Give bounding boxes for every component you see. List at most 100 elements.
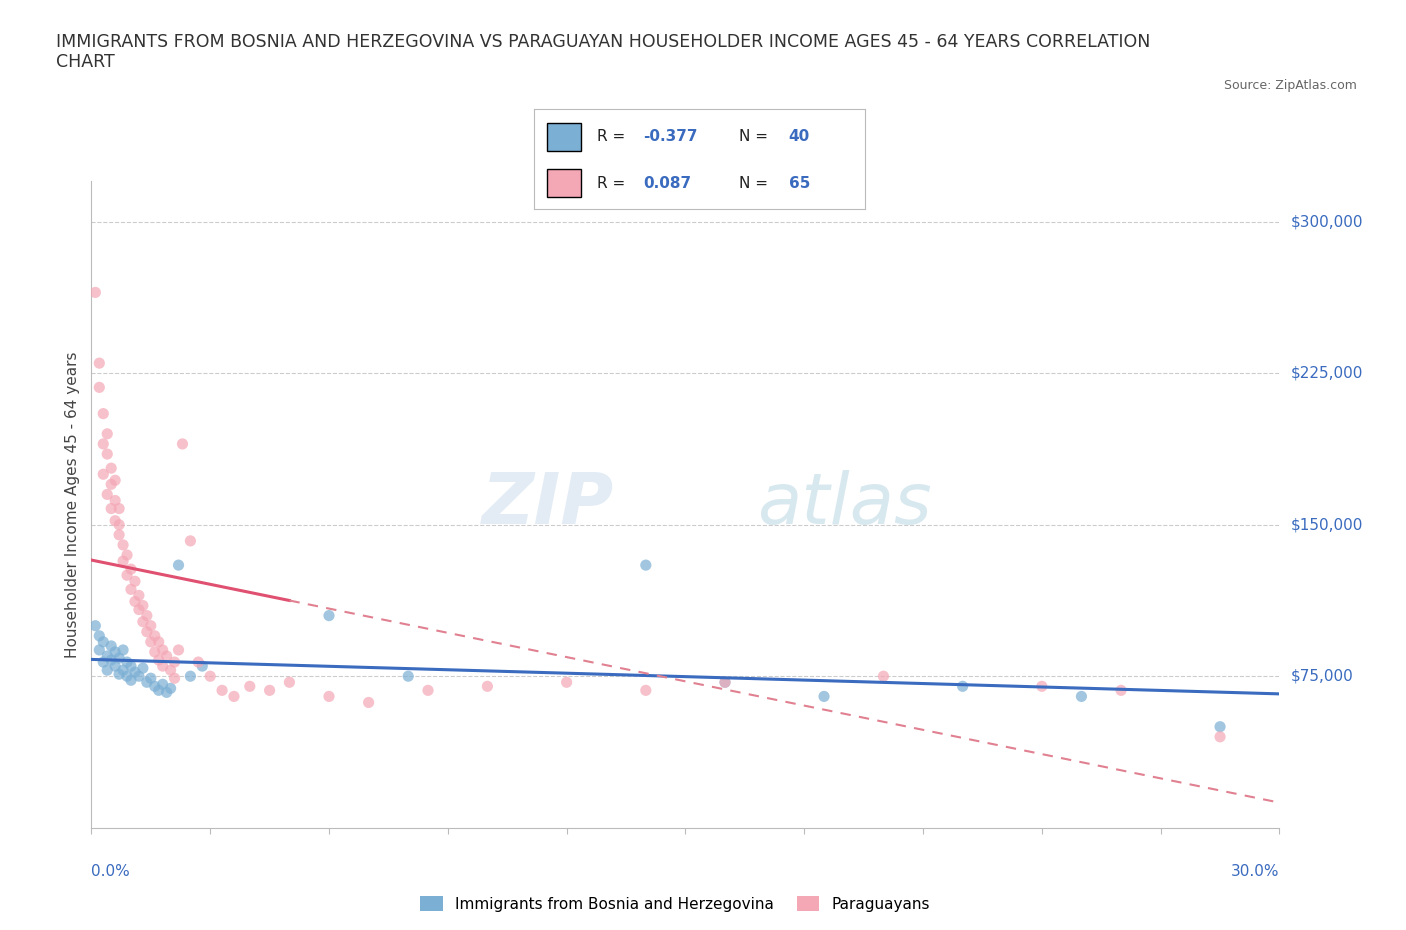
Point xyxy=(100,460,122,475)
Point xyxy=(187,655,209,670)
Point xyxy=(1031,679,1053,694)
Point xyxy=(1209,729,1232,744)
Point xyxy=(89,355,111,370)
Point xyxy=(112,553,135,568)
Point xyxy=(167,643,190,658)
Point xyxy=(239,679,262,694)
Point xyxy=(872,669,894,684)
Point xyxy=(1070,689,1092,704)
Point xyxy=(112,663,135,678)
Text: $225,000: $225,000 xyxy=(1291,365,1362,380)
Point xyxy=(167,558,190,573)
Point xyxy=(120,658,142,673)
Point xyxy=(159,681,181,696)
Point xyxy=(211,683,233,698)
Point xyxy=(135,608,157,623)
Point xyxy=(115,568,138,583)
Point xyxy=(135,624,157,639)
Point xyxy=(108,517,131,532)
Point xyxy=(318,608,340,623)
Point xyxy=(115,548,138,563)
Text: Source: ZipAtlas.com: Source: ZipAtlas.com xyxy=(1223,79,1357,92)
Point xyxy=(108,501,131,516)
Point xyxy=(108,667,131,682)
Point xyxy=(89,380,111,395)
Point xyxy=(112,643,135,658)
Point xyxy=(112,538,135,552)
Text: R =: R = xyxy=(598,129,626,144)
Point xyxy=(156,684,179,699)
Point xyxy=(124,574,146,589)
Point xyxy=(148,634,170,649)
Point xyxy=(84,618,107,633)
FancyBboxPatch shape xyxy=(547,169,581,197)
Text: N =: N = xyxy=(740,129,768,144)
Point xyxy=(278,675,301,690)
Point xyxy=(96,487,118,502)
Point xyxy=(259,683,281,698)
Point xyxy=(357,695,380,710)
Point xyxy=(143,629,166,644)
Point xyxy=(96,426,118,441)
Point xyxy=(634,558,657,573)
Point xyxy=(120,562,142,577)
Point xyxy=(634,683,657,698)
Text: 0.087: 0.087 xyxy=(644,176,692,191)
FancyBboxPatch shape xyxy=(547,123,581,151)
Point xyxy=(96,663,118,678)
Text: R =: R = xyxy=(598,176,626,191)
Point xyxy=(84,285,107,299)
Y-axis label: Householder Income Ages 45 - 64 years: Householder Income Ages 45 - 64 years xyxy=(65,352,80,658)
Point xyxy=(139,618,162,633)
Point xyxy=(163,671,186,685)
Point xyxy=(115,669,138,684)
Point xyxy=(148,683,170,698)
Point xyxy=(124,665,146,680)
Point xyxy=(813,689,835,704)
Point xyxy=(191,658,214,673)
Point xyxy=(952,679,974,694)
Point xyxy=(100,639,122,654)
Point xyxy=(139,634,162,649)
Point xyxy=(318,689,340,704)
Point xyxy=(714,675,737,690)
Point xyxy=(100,501,122,516)
Text: $75,000: $75,000 xyxy=(1291,669,1354,684)
Point xyxy=(156,648,179,663)
Point xyxy=(555,675,578,690)
Text: 30.0%: 30.0% xyxy=(1232,864,1279,879)
Point xyxy=(96,446,118,461)
Text: $300,000: $300,000 xyxy=(1291,214,1362,230)
Point xyxy=(159,663,181,678)
Point xyxy=(96,648,118,663)
Point xyxy=(200,669,222,684)
Point xyxy=(148,653,170,668)
Point xyxy=(143,679,166,694)
Point xyxy=(104,493,127,508)
Point xyxy=(89,629,111,644)
Point xyxy=(104,644,127,659)
Point xyxy=(128,588,150,603)
Text: 0.0%: 0.0% xyxy=(91,864,131,879)
Point xyxy=(91,655,114,670)
Point xyxy=(124,594,146,609)
Text: $150,000: $150,000 xyxy=(1291,517,1362,532)
Point xyxy=(152,643,174,658)
Point xyxy=(152,658,174,673)
Point xyxy=(152,677,174,692)
Point xyxy=(1209,719,1232,734)
Point xyxy=(396,669,419,684)
Point xyxy=(108,651,131,666)
Text: 40: 40 xyxy=(789,129,810,144)
Point xyxy=(100,653,122,668)
Point xyxy=(91,406,114,421)
Point xyxy=(91,436,114,451)
Point xyxy=(104,472,127,487)
Point xyxy=(163,655,186,670)
Point xyxy=(143,644,166,659)
Point xyxy=(222,689,245,704)
Point xyxy=(128,669,150,684)
Point xyxy=(120,672,142,687)
Point xyxy=(91,634,114,649)
Point xyxy=(91,467,114,482)
